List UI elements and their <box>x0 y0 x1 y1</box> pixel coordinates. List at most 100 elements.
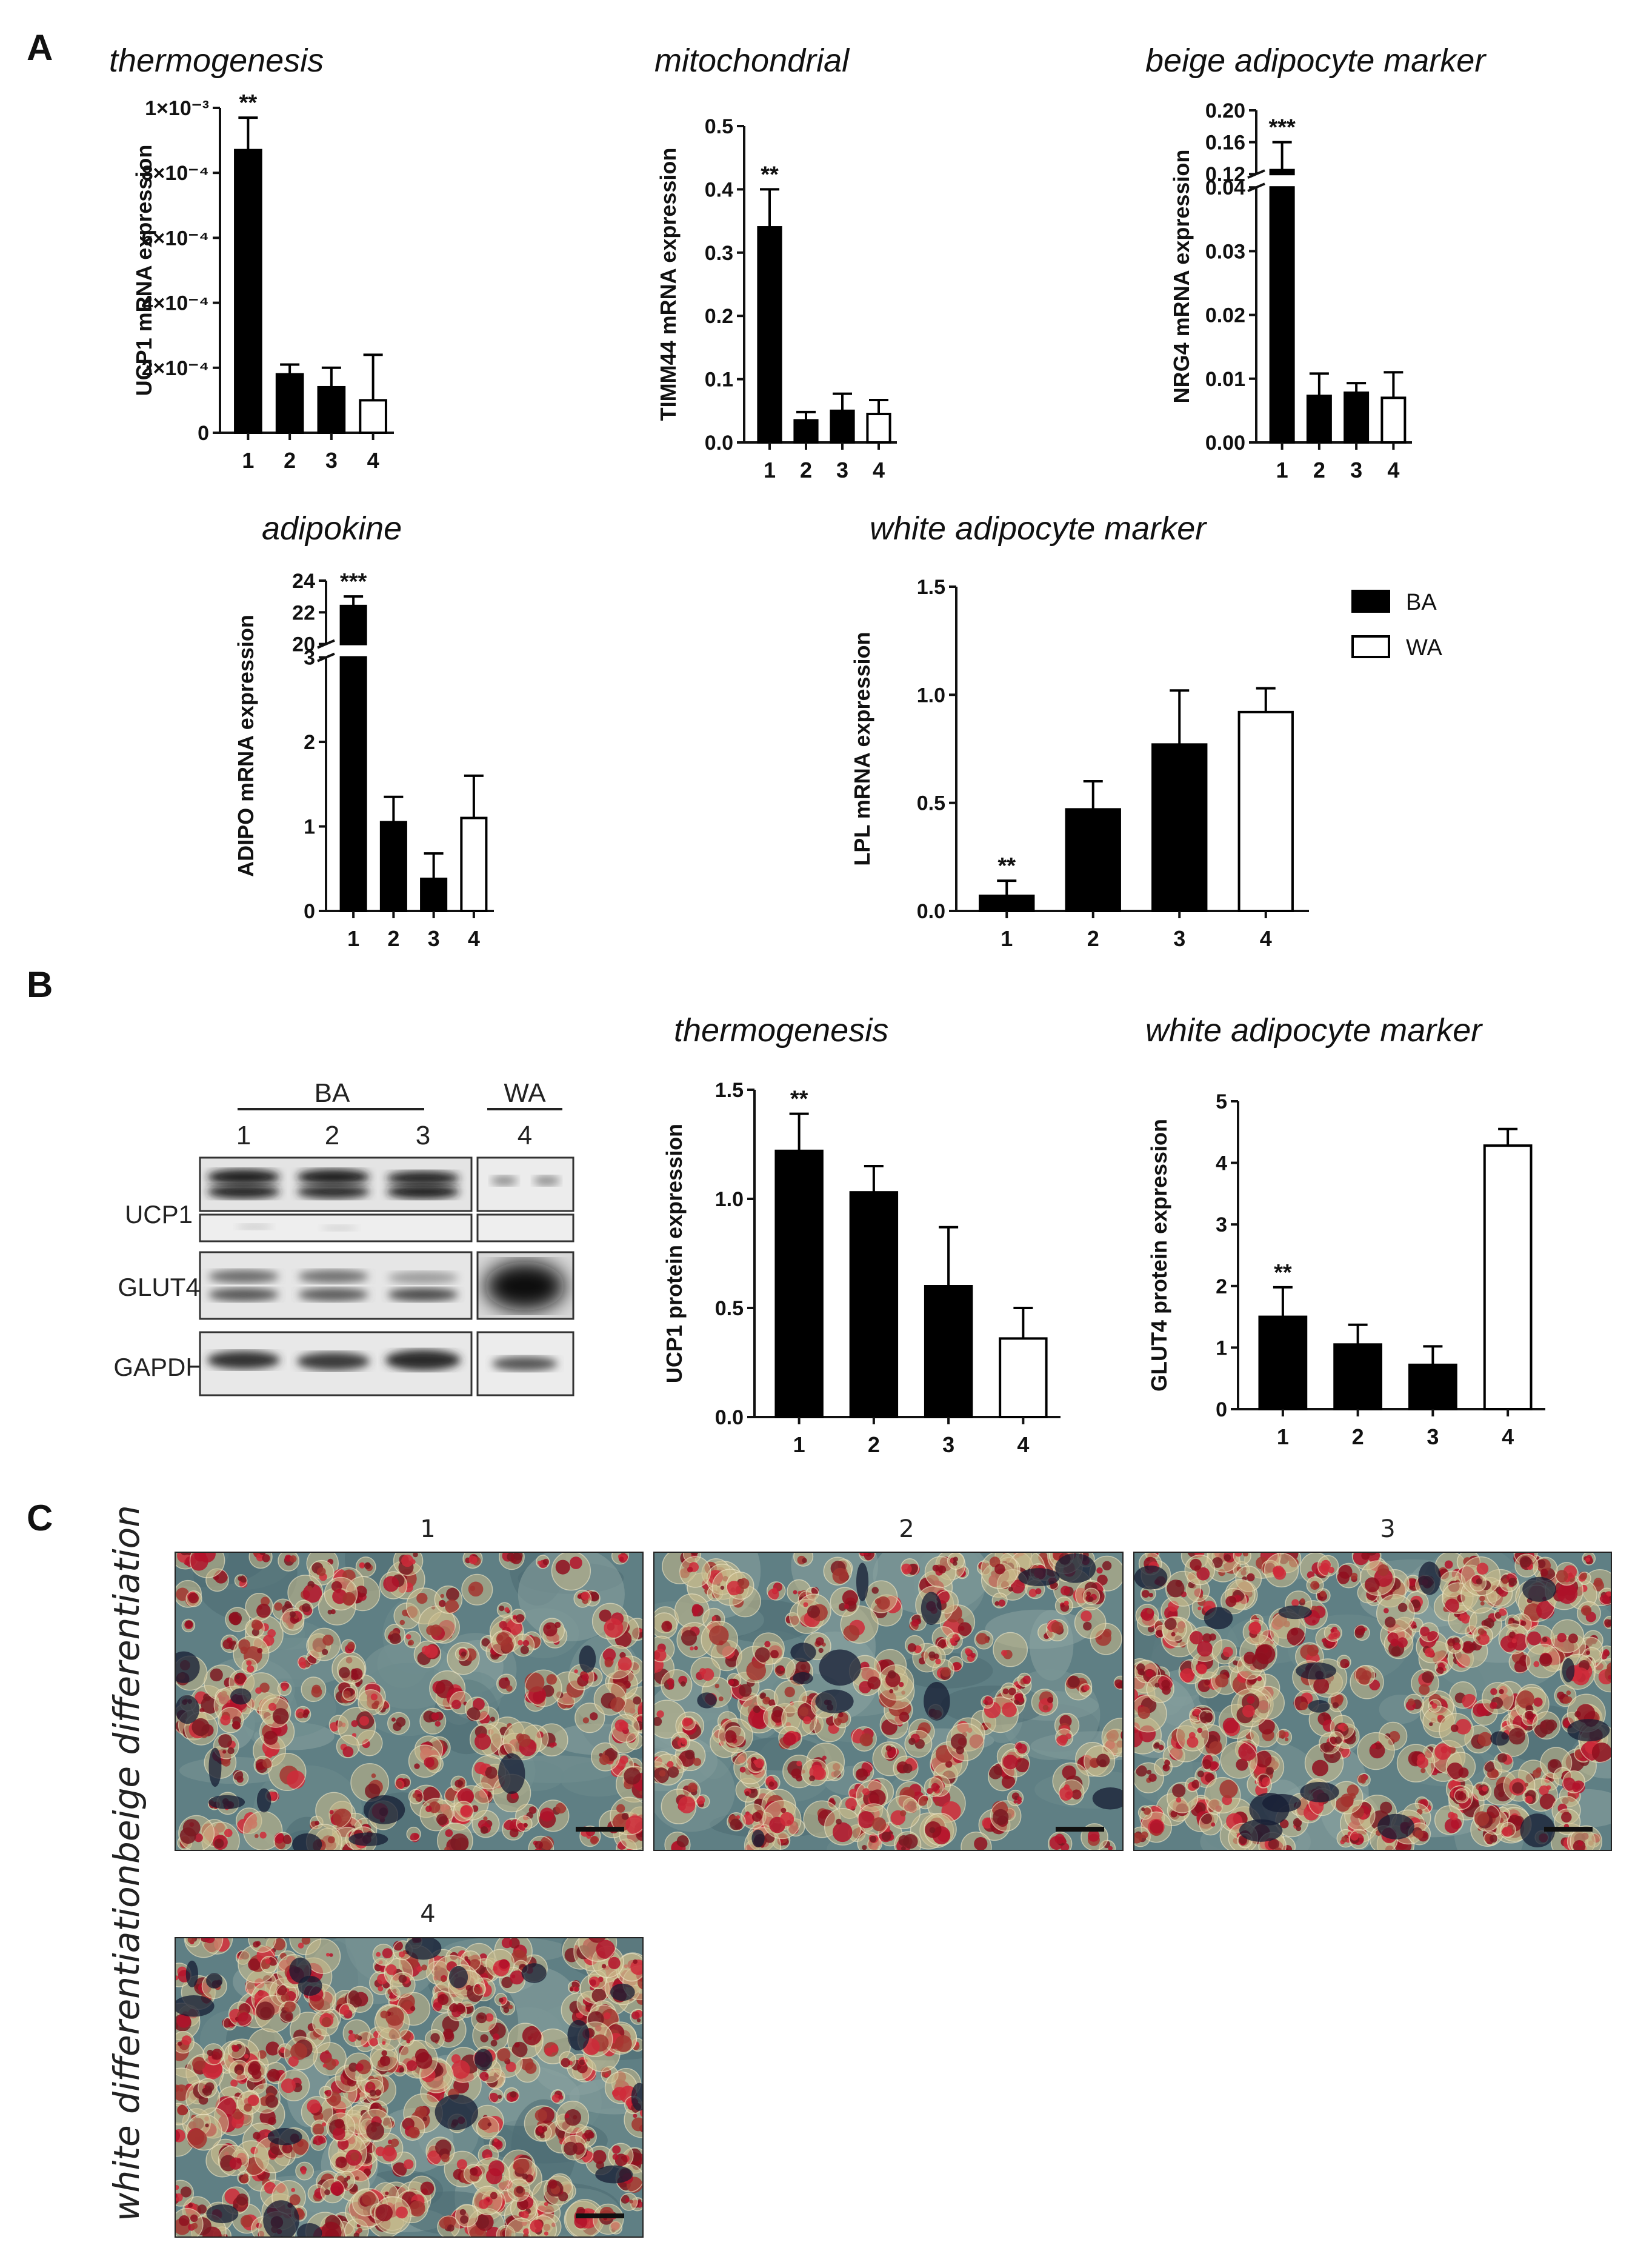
scale-bar <box>1544 1827 1593 1832</box>
legend: BA WA <box>1351 590 1442 661</box>
x-tick-label: 3 <box>1173 926 1185 951</box>
x-tick-label: 4 <box>1260 926 1272 951</box>
bar-4 <box>1237 710 1294 913</box>
y-tick-label: 0.01 <box>1205 368 1245 391</box>
y-tick-label: 24 <box>292 570 315 593</box>
x-tick-label: 1 <box>1276 458 1288 482</box>
bar-2 <box>793 419 819 444</box>
bar-3 <box>1344 391 1370 444</box>
y-tick-label: 5 <box>1216 1090 1227 1113</box>
y-tick-label: 0.16 <box>1205 132 1245 155</box>
y-tick-label: 0.5 <box>715 1297 744 1320</box>
charts-layer: thermogenesis UCP1 mRNA expression 0 2×10⁻⁴… <box>109 42 1545 1457</box>
legend-swatch-ba <box>1351 590 1390 613</box>
micrograph-2 <box>653 1552 1124 1851</box>
chart-title: white adipocyte marker <box>870 510 1207 547</box>
significance-label: *** <box>340 569 367 595</box>
y-axis-label: NRG4 mRNA expression <box>1169 150 1194 404</box>
bar-4 <box>460 816 488 912</box>
x-tick-label: 1 <box>793 1432 805 1457</box>
chart-nrg4-mrna: beige adipocyte marker NRG4 mRNA expressi… <box>1145 42 1487 482</box>
significance-label: ** <box>997 853 1016 879</box>
row-label-beige-differentiation: beige differentiation <box>106 1505 147 1864</box>
x-tick-label: 2 <box>1087 926 1099 951</box>
blot-group-label-ba: BA <box>315 1078 350 1108</box>
micrograph-label-4: 4 <box>420 1900 436 1928</box>
chart-ucp1-protein: thermogenesis UCP1 protein expression 0.0 0… <box>662 1012 1061 1457</box>
x-tick-label: 4 <box>1017 1432 1029 1457</box>
blot-row-label-glut4: GLUT4 <box>118 1273 199 1301</box>
y-tick-label: 0.04 <box>1205 176 1245 199</box>
scale-bar <box>576 1827 624 1832</box>
legend-label-ba: BA <box>1406 590 1437 615</box>
y-tick-label: 1×10⁻³ <box>145 97 209 120</box>
blot-lane-label-3: 3 <box>416 1121 430 1150</box>
x-tick-label: 4 <box>1502 1424 1514 1449</box>
blot-lane-label-4: 4 <box>518 1121 532 1150</box>
blot-glut4-ba <box>199 1251 473 1320</box>
x-tick-label: 4 <box>1387 458 1399 482</box>
bar-4 <box>866 413 891 444</box>
bar-2 <box>1065 808 1121 913</box>
blot-gapdh-ba <box>199 1331 473 1396</box>
x-tick-label: 2 <box>1352 1424 1364 1449</box>
y-tick-label: 1.5 <box>917 576 945 599</box>
y-tick-label: 3 <box>1216 1213 1227 1236</box>
micrograph-label-3: 3 <box>1380 1515 1396 1543</box>
significance-label: ** <box>239 90 258 116</box>
blot-group-label-wa: WA <box>504 1078 546 1108</box>
bar-2 <box>849 1191 899 1418</box>
bar-4 <box>999 1337 1048 1418</box>
bar-3 <box>1408 1363 1457 1410</box>
y-tick-label: 8×10⁻⁴ <box>142 162 209 185</box>
y-tick-label: 0.4 <box>705 178 733 201</box>
y-tick-label: 0.03 <box>1205 240 1245 263</box>
x-tick-label: 2 <box>387 926 399 951</box>
significance-label: *** <box>1268 115 1296 141</box>
significance-label: ** <box>790 1087 808 1112</box>
x-tick-label: 3 <box>942 1432 954 1457</box>
bar-1 <box>1258 1315 1308 1411</box>
y-axis-label: UCP1 mRNA expression <box>132 145 156 396</box>
scale-bar <box>1056 1827 1104 1832</box>
x-tick-label: 2 <box>868 1432 880 1457</box>
y-tick-label: 0.12 <box>1205 163 1245 186</box>
blot-gapdh-wa <box>476 1331 574 1396</box>
bar-3 <box>924 1285 973 1418</box>
y-tick-label: 0.5 <box>917 792 945 815</box>
x-tick-label: 1 <box>242 448 254 473</box>
x-tick-label: 2 <box>1313 458 1325 482</box>
y-tick-label: 0.0 <box>917 900 945 923</box>
bar-1-upper <box>339 604 367 645</box>
western-blot: BA WA 1 2 3 4 UCP1 GLUT4 GAPDH <box>113 1078 574 1396</box>
y-tick-label: 2 <box>304 731 315 754</box>
significance-label: ** <box>1274 1260 1292 1286</box>
x-tick-label: 2 <box>284 448 296 473</box>
chart-title: adipokine <box>262 510 402 547</box>
bar-3 <box>1151 743 1208 913</box>
y-tick-label: 1 <box>1216 1336 1227 1359</box>
chart-title: white adipocyte marker <box>1145 1012 1483 1049</box>
blot-ucp1-upper-wa <box>476 1156 574 1212</box>
micrograph-label-1: 1 <box>420 1515 436 1543</box>
bar-1 <box>1269 186 1295 444</box>
y-tick-label: 0.0 <box>705 432 733 455</box>
micrograph-1 <box>175 1552 644 1851</box>
x-tick-label: 4 <box>367 448 379 473</box>
bar-1 <box>339 656 367 912</box>
bar-1 <box>774 1149 824 1419</box>
y-tick-label: 1.0 <box>715 1188 744 1211</box>
scale-bar <box>576 2213 624 2218</box>
y-tick-label: 2 <box>1216 1275 1227 1298</box>
blot-glut4-wa <box>476 1251 574 1320</box>
chart-title: mitochondrial <box>654 42 850 79</box>
y-tick-label: 0.2 <box>705 305 733 328</box>
panel-letter-b: B <box>27 964 53 1005</box>
legend-swatch-wa <box>1351 635 1390 658</box>
x-tick-label: 3 <box>325 448 338 473</box>
bar-2 <box>379 821 407 913</box>
y-tick-label: 1 <box>304 816 315 839</box>
x-tick-label: 3 <box>428 926 440 951</box>
bar-3 <box>317 385 346 435</box>
